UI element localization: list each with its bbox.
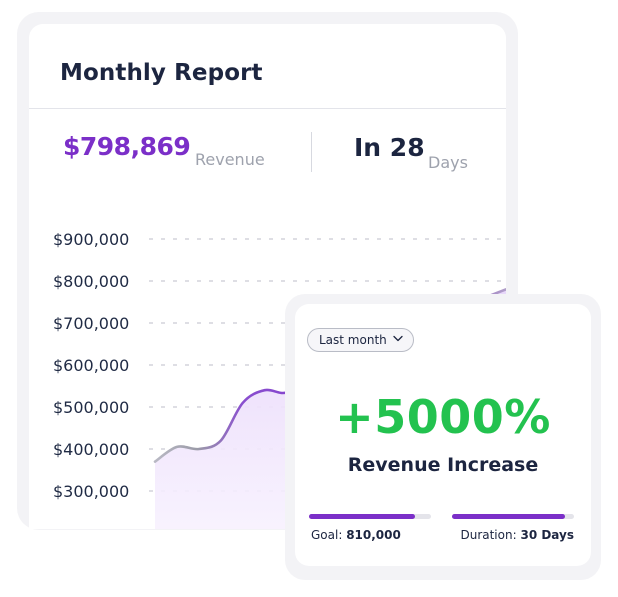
revenue-increase-card: Last month +5000% Revenue Increase Goal:…: [285, 294, 601, 580]
period-dropdown-label: Last month: [319, 333, 387, 347]
y-tick-label: $700,000: [53, 314, 129, 333]
goal-progress-bar: [309, 514, 431, 519]
period-dropdown[interactable]: Last month: [307, 328, 414, 352]
revenue-increase-panel: Last month +5000% Revenue Increase Goal:…: [295, 304, 591, 566]
revenue-value: $798,869: [63, 132, 191, 161]
days-label: Days: [428, 153, 468, 172]
kpi-divider: [311, 132, 312, 172]
monthly-report-card: Monthly Report $798,869 Revenue In 28 Da…: [17, 12, 518, 530]
y-tick-label: $600,000: [53, 356, 129, 375]
duration-progress-bar: [452, 514, 574, 519]
y-tick-label: $900,000: [53, 230, 129, 249]
revenue-increase-value: +5000%: [335, 390, 551, 444]
days-value: In 28: [354, 133, 425, 162]
revenue-label: Revenue: [195, 150, 265, 169]
y-tick-label: $500,000: [53, 398, 129, 417]
y-tick-label: $300,000: [53, 482, 129, 501]
report-title: Monthly Report: [60, 60, 263, 86]
goal-label: Goal:: [311, 528, 343, 542]
goal-progress-fill: [309, 514, 416, 519]
monthly-report-panel: Monthly Report $798,869 Revenue In 28 Da…: [29, 24, 506, 529]
revenue-increase-label: Revenue Increase: [347, 454, 539, 476]
title-divider: [29, 108, 506, 109]
duration-label: Duration:: [460, 528, 517, 542]
goal-meta: Goal: 810,000: [311, 528, 401, 542]
chevron-down-icon: [393, 335, 403, 342]
y-tick-label: $400,000: [53, 440, 129, 459]
duration-meta: Duration: 30 Days: [460, 528, 574, 542]
y-tick-label: $800,000: [53, 272, 129, 291]
duration-value: 30 Days: [520, 528, 574, 542]
duration-progress-fill: [452, 514, 566, 519]
goal-value: 810,000: [346, 528, 401, 542]
